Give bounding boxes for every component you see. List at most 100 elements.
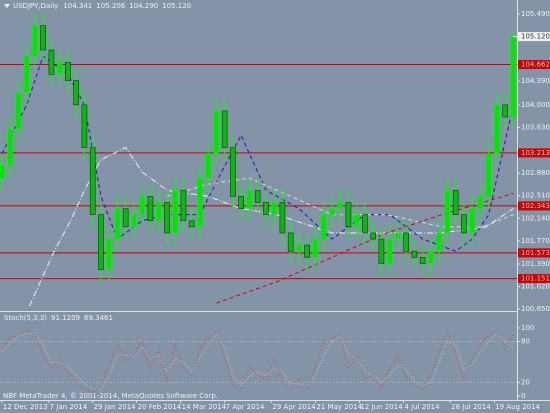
header-value: 69.3461 bbox=[84, 314, 113, 322]
y-tick-label: 101.020 bbox=[521, 283, 550, 291]
candle-body bbox=[287, 232, 294, 252]
level-label-box bbox=[518, 274, 550, 284]
candle-body bbox=[370, 232, 376, 240]
y-tick-label: 20 bbox=[521, 378, 530, 386]
candle-body bbox=[23, 55, 30, 93]
candle-body bbox=[139, 196, 145, 215]
candle-body bbox=[180, 189, 187, 222]
candle-body bbox=[65, 61, 71, 81]
candle-body bbox=[155, 202, 162, 222]
current-price-box bbox=[518, 32, 550, 42]
x-tick-label: 7 Jan 2014 bbox=[50, 403, 88, 411]
candle-body bbox=[494, 104, 500, 154]
y-tick-label: 0 bbox=[521, 392, 525, 400]
y-tick-label: 102.510 bbox=[521, 192, 550, 200]
candle-body bbox=[461, 214, 467, 234]
candle-body bbox=[0, 165, 5, 179]
header-value: 104.290 bbox=[129, 2, 158, 10]
candle-body bbox=[73, 80, 79, 106]
y-tick-label: 80 bbox=[521, 338, 530, 346]
x-tick-label: 12 Dec 2013 bbox=[3, 403, 48, 411]
header-value: 104.341 bbox=[63, 2, 92, 10]
candle-body bbox=[304, 244, 310, 258]
candle-body bbox=[131, 214, 137, 228]
candle-body bbox=[279, 202, 286, 234]
menu-arrow[interactable] bbox=[4, 4, 10, 8]
y-tick-label: 105.490 bbox=[521, 10, 550, 18]
candle-body bbox=[362, 214, 368, 234]
level-label: 104.662 bbox=[521, 61, 550, 69]
candle-body bbox=[337, 202, 343, 209]
candle-body bbox=[469, 208, 475, 234]
stoch-title: Stoch(5,3,3) bbox=[4, 314, 47, 322]
level-label: 101.151 bbox=[521, 275, 550, 283]
candle-body bbox=[98, 214, 104, 270]
candle-body bbox=[122, 208, 129, 228]
x-tick-label: 19 Aug 2014 bbox=[495, 403, 540, 411]
current-price-label: 105.120 bbox=[521, 33, 550, 41]
candle-body bbox=[172, 189, 178, 234]
candle-body bbox=[329, 208, 335, 215]
candle-body bbox=[213, 110, 220, 154]
x-tick-label: 29 Jan 2014 bbox=[94, 403, 137, 411]
candle-body bbox=[428, 250, 434, 264]
level-label-box bbox=[518, 201, 550, 211]
candle-body bbox=[56, 61, 63, 75]
level-label-box bbox=[518, 60, 550, 70]
candle-body bbox=[221, 110, 228, 148]
candle-body bbox=[254, 189, 261, 203]
y-tick-label: 101.390 bbox=[521, 260, 550, 268]
x-tick-label: 4 Jul 2014 bbox=[404, 403, 440, 411]
candle-body bbox=[40, 25, 46, 51]
moving-average bbox=[1, 55, 514, 252]
candle-body bbox=[296, 244, 302, 252]
stoch-line bbox=[1, 332, 514, 390]
candle-body bbox=[510, 36, 517, 118]
candle-body bbox=[188, 220, 195, 228]
candle-body bbox=[411, 250, 418, 258]
candle-body bbox=[147, 196, 154, 222]
stoch-line bbox=[1, 329, 514, 394]
candle-body bbox=[32, 25, 38, 57]
y-tick-label: 104.000 bbox=[521, 101, 550, 109]
candle-body bbox=[15, 92, 22, 130]
level-label-box bbox=[518, 148, 550, 158]
y-tick-label: 104.390 bbox=[521, 77, 550, 85]
header-value: 105.206 bbox=[96, 2, 125, 10]
y-tick-label: 102.140 bbox=[521, 214, 550, 222]
candle-body bbox=[197, 177, 203, 228]
y-tick-label: 103.630 bbox=[521, 123, 550, 131]
candle-body bbox=[89, 147, 96, 215]
candle-body bbox=[48, 49, 55, 75]
candle-body bbox=[263, 202, 269, 215]
candle-body bbox=[386, 238, 393, 264]
moving-average bbox=[166, 177, 514, 228]
candle-body bbox=[81, 104, 88, 148]
x-tick-label: 29 Apr 2014 bbox=[272, 403, 316, 411]
symbol-title: USDJPY,Daily bbox=[13, 2, 58, 10]
candle-body bbox=[106, 238, 112, 270]
candle-body bbox=[452, 189, 459, 215]
candle-body bbox=[114, 208, 121, 240]
x-tick-label: 28 Jul 2014 bbox=[451, 403, 491, 411]
candle-body bbox=[205, 153, 211, 179]
level-label-box bbox=[518, 248, 550, 258]
y-tick-label: 101.770 bbox=[521, 237, 550, 245]
x-tick-label: 21 May 2014 bbox=[316, 403, 362, 411]
x-tick-label: 20 Feb 2014 bbox=[138, 403, 182, 411]
x-tick-label: 7 Apr 2014 bbox=[226, 403, 265, 411]
candle-body bbox=[230, 147, 236, 197]
candle-body bbox=[378, 238, 385, 264]
y-tick-label: 100.650 bbox=[521, 305, 550, 313]
level-label: 101.573 bbox=[521, 249, 550, 257]
y-tick-label: 102.880 bbox=[521, 169, 550, 177]
y-tick-label: 100 bbox=[521, 324, 534, 332]
candle-body bbox=[238, 196, 244, 209]
candle-body bbox=[312, 238, 319, 258]
candle-body bbox=[246, 189, 253, 209]
moving-average bbox=[216, 192, 514, 304]
candle-body bbox=[502, 104, 508, 118]
candle-body bbox=[436, 232, 442, 252]
